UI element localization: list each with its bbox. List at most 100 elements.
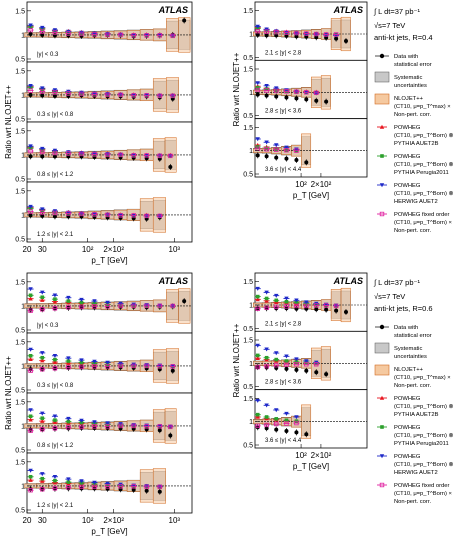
y-tick-label: 0.5	[15, 388, 25, 395]
powheg_fixed-point	[118, 484, 123, 489]
powheg_perugia-point	[79, 300, 84, 305]
data-point	[144, 488, 149, 493]
powheg_fixed-point	[144, 424, 149, 429]
powheg_fixed-point	[264, 29, 269, 34]
data-point	[314, 98, 319, 103]
powheg_fixed-point	[274, 304, 279, 310]
legend-entry-text: Non-pert. corr.	[394, 499, 431, 505]
powheg_fixed-point	[40, 367, 45, 372]
x-tick-label: 10²	[295, 451, 307, 460]
powheg_fixed-point	[284, 30, 289, 35]
legend-entry-text: HERWIG AUET2	[394, 199, 438, 205]
data-point	[274, 33, 279, 38]
powheg_fixed-point	[284, 362, 289, 367]
y-tick-label: 1	[21, 92, 25, 99]
powheg_fixed-point	[144, 93, 149, 98]
powheg_fixed-point	[264, 305, 269, 310]
powheg_herwig-point	[79, 358, 84, 363]
data-point	[168, 164, 173, 169]
y-tick-label: 0.5	[243, 384, 253, 391]
atlas-label: ATLAS	[158, 276, 188, 286]
powheg_herwig-point	[40, 207, 45, 212]
powheg_fixed-point	[105, 32, 110, 38]
powheg_fixed-point	[274, 29, 279, 35]
legend-entry-text: (CT10, μ=p_T^max) ×	[394, 104, 451, 110]
data-point	[284, 366, 289, 371]
x-tick-label: 30	[38, 516, 47, 525]
data-point	[304, 34, 309, 39]
data-point	[264, 426, 269, 431]
atlas-label: ATLAS	[158, 5, 188, 15]
powheg_herwig-point	[255, 398, 260, 403]
powheg_fixed-point	[52, 30, 58, 35]
powheg_fixed-point	[66, 211, 71, 216]
y-tick-label: 1.5	[15, 8, 25, 15]
powheg_fixed-point	[79, 364, 84, 370]
powheg_fixed-point	[105, 484, 110, 489]
powheg_fixed-point	[144, 153, 149, 158]
powheg_fixed-point	[79, 211, 84, 217]
powheg_fixed-point	[28, 488, 33, 493]
y-tick-label: 1	[249, 148, 253, 155]
y-axis-label: Ratio wrt NLOJET++	[4, 356, 13, 430]
powheg_fixed-point	[66, 91, 71, 96]
powheg_perugia-point	[66, 299, 71, 303]
powheg_auet2b-point	[28, 356, 33, 361]
y-tick-label: 1.5	[243, 67, 253, 74]
y-tick-label: 1.5	[15, 339, 25, 346]
powheg_fixed-point	[40, 29, 45, 34]
powheg_fixed-point	[118, 363, 123, 369]
powheg_fixed-point	[168, 424, 173, 430]
powheg_fixed-point	[304, 31, 309, 36]
powheg_fixed-point	[144, 484, 149, 490]
y-tick-label: 1.5	[15, 399, 25, 406]
powheg_fixed-point	[170, 93, 175, 99]
powheg_fixed-point	[52, 210, 58, 216]
powheg_herwig-point	[40, 86, 45, 91]
y-tick-label: 1	[21, 363, 25, 370]
powheg_herwig-point	[118, 301, 123, 306]
y-tick-label: 1.5	[15, 459, 25, 466]
powheg_fixed-point	[131, 484, 136, 489]
powheg_fixed-point	[323, 303, 329, 308]
powheg_fixed-point	[294, 303, 299, 309]
legend-entry-text: PYTHIA Perugia2011	[394, 441, 449, 447]
powheg_fixed-point	[264, 422, 269, 428]
powheg_herwig-point	[284, 296, 289, 301]
data-point	[255, 153, 260, 158]
x-tick-label: 2×10²	[103, 516, 124, 525]
powheg_fixed-point	[28, 428, 33, 433]
data-point	[40, 32, 45, 37]
data-point	[52, 93, 57, 98]
powheg_fixed-point	[144, 213, 149, 219]
y-tick-label: 1	[21, 32, 25, 39]
powheg_auet2b-point	[264, 298, 269, 303]
data-point	[304, 97, 309, 102]
legend-entry-text: Non-pert. corr.	[394, 383, 431, 389]
powheg_herwig-point	[52, 474, 58, 479]
powheg_herwig-point	[66, 150, 71, 155]
powheg_herwig-point	[255, 286, 260, 291]
powheg_fixed-point	[66, 365, 71, 370]
data-point	[255, 32, 260, 37]
y-tick-label: 1	[249, 32, 253, 39]
y-tick-label: 0.5	[243, 172, 253, 179]
powheg_fixed-point	[28, 88, 33, 93]
legend-entry-text: Non-pert. corr.	[394, 112, 431, 118]
y-tick-label: 1.5	[15, 68, 25, 75]
powheg_fixed-point	[304, 362, 309, 367]
powheg_herwig-point	[304, 300, 309, 305]
x-tick-label: 10³	[169, 516, 181, 525]
y-tick-label: 1	[21, 212, 25, 219]
powheg_herwig-point	[284, 354, 289, 359]
y-tick-label: 1	[249, 361, 253, 368]
powheg_perugia-point	[40, 476, 45, 481]
powheg_herwig-point	[294, 147, 299, 152]
powheg_perugia-point	[264, 146, 269, 151]
legend-entry-text: NLOJET++	[394, 367, 424, 373]
x-tick-label: 20	[23, 245, 32, 254]
powheg_fixed-point	[79, 484, 84, 490]
powheg_herwig-point	[105, 300, 110, 305]
powheg_herwig-point	[52, 88, 58, 93]
